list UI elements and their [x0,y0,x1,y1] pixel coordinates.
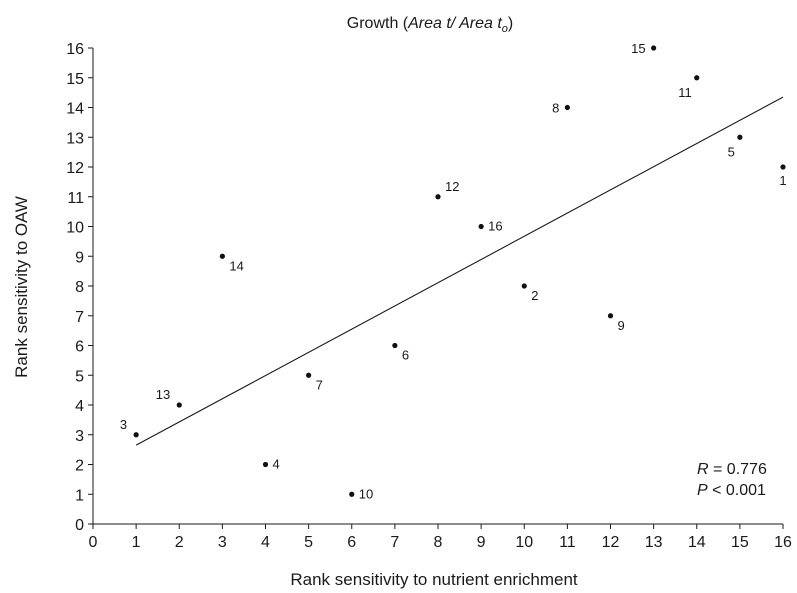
y-tick-label: 10 [66,220,84,237]
y-tick-label: 15 [66,71,84,88]
data-point [780,164,786,170]
trendline-group [135,96,784,446]
x-tick-label: 5 [304,534,313,551]
x-tick-label: 13 [645,534,663,551]
point-label: 3 [120,417,127,432]
y-tick-label: 0 [75,517,84,534]
x-tick-label: 6 [347,534,356,551]
y-tick-label: 3 [75,428,84,445]
data-point [262,461,269,468]
y-tick-label: 6 [75,339,84,356]
x-tick-label: 8 [434,534,443,551]
y-tick-label: 16 [66,41,84,58]
data-point [435,194,441,200]
data-point [392,342,398,349]
point-label: 14 [229,258,243,273]
point-label: 12 [445,179,459,194]
data-point [478,223,484,230]
x-tick-label: 15 [731,534,749,551]
x-axis-label: Rank sensitivity to nutrient enrichment [290,570,578,589]
point-label: 1 [779,173,786,188]
point-label: 10 [359,486,373,501]
data-point [564,104,570,111]
point-label: 16 [488,219,502,234]
x-tick-label: 11 [559,534,576,551]
data-point [349,491,355,497]
data-point [133,432,139,438]
data-point [737,134,743,140]
y-tick-label: 11 [67,190,84,207]
y-tick-label: 2 [75,458,84,475]
point-label: 8 [552,101,559,116]
y-axis-label: Rank sensitivity to OAW [12,196,31,378]
data-point [694,75,700,81]
data-point [651,45,657,51]
data-point [176,402,182,408]
y-tick-label: 1 [75,487,84,504]
axes: 0 1 2 3 4 5 6 7 8 9 10 11 12 13 14 15 160123456789101112… [66,41,792,551]
x-tick-label: 4 [261,534,270,551]
y-tick-label: 7 [75,309,84,326]
point-label: 2 [531,288,538,303]
x-tick-label: 12 [602,534,620,551]
point-label: 7 [316,377,323,392]
point-label: 11 [678,85,692,100]
x-tick-label: 16 [774,534,792,551]
x-tick-label: 2 [175,534,184,551]
y-tick-label: 8 [75,279,84,296]
point-label: 13 [156,387,170,402]
point-label: 5 [728,144,735,159]
point-label: 9 [618,318,625,333]
x-tick-label: 9 [477,534,486,551]
y-tick-label: 14 [66,101,84,118]
x-tick-label: 0 [89,534,98,551]
point-label: 6 [402,348,409,363]
trendline [135,96,784,446]
y-tick-label: 5 [75,368,84,385]
y-tick-label: 12 [66,160,84,177]
point-label: 15 [631,41,645,56]
chart-title: Growth (Area t/ Area to) [347,15,513,35]
y-tick-label: 4 [75,398,84,415]
x-tick-label: 14 [688,534,706,551]
x-tick-label: 10 [515,534,533,551]
x-tick-label: 1 [132,534,141,551]
r-stat: R = 0.776 [697,461,767,478]
point-label: 4 [273,457,280,472]
data-point [306,372,312,378]
data-point [521,283,527,289]
p-stat: P < 0.001 [697,482,766,499]
data-point [219,253,225,259]
data-point [607,313,614,319]
x-tick-label: 7 [390,534,399,551]
y-tick-label: 9 [75,249,84,266]
x-tick-label: 3 [218,534,227,551]
y-tick-label: 13 [66,130,84,147]
